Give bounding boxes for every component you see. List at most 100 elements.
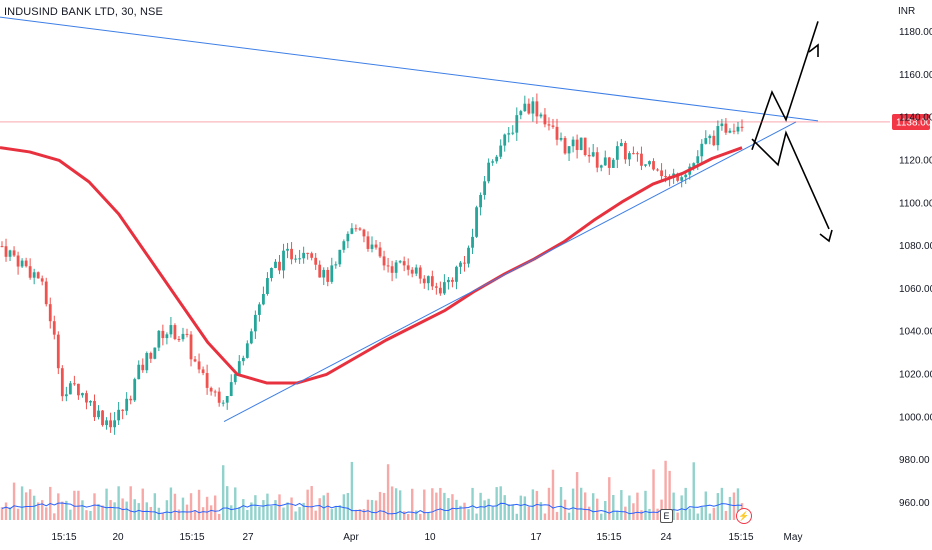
candle-body — [286, 248, 289, 251]
volume-bar — [684, 487, 687, 520]
candle-body — [274, 261, 277, 268]
last-price-line: 1138.00 — [0, 113, 932, 130]
volume-bar — [664, 460, 667, 520]
volume-bar — [451, 494, 454, 520]
candle-body — [262, 293, 265, 305]
volume-bar — [197, 489, 201, 520]
volume-bar — [346, 492, 350, 520]
lower-trendline — [223, 121, 797, 423]
candle-body — [366, 236, 370, 249]
candle-body — [551, 125, 555, 127]
candle-body — [77, 383, 80, 396]
candle-body — [28, 266, 32, 278]
candle-body — [728, 130, 732, 133]
volume-bar — [330, 509, 333, 520]
candle-body — [402, 261, 406, 266]
candle-body — [245, 343, 249, 358]
candle-body — [225, 396, 229, 403]
candle-body — [736, 126, 740, 132]
candle-body — [193, 359, 197, 362]
candle-body — [153, 347, 157, 359]
volume-bar — [724, 510, 728, 520]
volume-bar — [41, 500, 44, 520]
candle-body — [680, 177, 684, 181]
volume-bar — [604, 500, 607, 520]
candle-body — [487, 162, 491, 182]
flash-icon[interactable]: ⚡ — [736, 508, 752, 524]
candle-body — [177, 339, 181, 341]
volume-bar — [193, 510, 197, 520]
candle-body — [732, 130, 736, 132]
volume-bar — [274, 500, 277, 520]
volume-bar — [527, 506, 531, 520]
candle-body — [266, 278, 269, 294]
price-tag-label: 1138.00 — [896, 117, 932, 128]
volume-bar — [53, 513, 56, 520]
volume-average-polyline — [1, 502, 743, 515]
volume-bars — [0, 460, 744, 520]
volume-bar — [286, 502, 289, 520]
y-tick-label: 1100.00 — [899, 198, 932, 209]
candle-body — [169, 325, 173, 335]
x-tick-label: 15:15 — [596, 532, 621, 543]
volume-bar — [507, 504, 510, 520]
candle-body — [455, 266, 458, 282]
volume-bar — [628, 495, 631, 520]
y-tick-label: 1040.00 — [899, 327, 932, 338]
candle-body — [302, 252, 306, 259]
ma-polyline — [0, 146, 743, 385]
volume-bar — [447, 498, 450, 520]
volume-bar — [708, 513, 712, 520]
y-tick-label: 1140.00 — [899, 113, 932, 124]
candle-body — [4, 246, 8, 257]
candle-body — [342, 241, 346, 250]
volume-bar — [278, 494, 281, 520]
candle-body — [101, 410, 104, 426]
volume-bar — [129, 486, 132, 520]
candle-body — [173, 325, 177, 340]
y-tick-label: 1160.00 — [899, 70, 932, 81]
volume-bar — [366, 499, 370, 520]
volume-bar — [334, 507, 338, 520]
volume-bar — [676, 512, 679, 520]
moving-average-line — [0, 146, 743, 385]
time-axis[interactable]: 15:15 20 15:15 27 Apr 10 17 15:15 24 15:15 May — [51, 532, 802, 543]
candle-body — [137, 364, 141, 380]
candle-body — [229, 382, 233, 397]
candle-body — [209, 387, 213, 392]
upper-trendline — [0, 16, 819, 122]
candle-body — [350, 228, 354, 234]
volume-bar — [672, 492, 675, 520]
candle-body — [511, 132, 515, 134]
volume-bar — [362, 509, 366, 520]
volume-bar — [551, 469, 555, 520]
candle-body — [523, 103, 527, 112]
x-tick-label: 17 — [530, 532, 542, 543]
volume-bar — [700, 507, 703, 520]
candle-body — [499, 145, 503, 157]
candle-body — [161, 330, 165, 339]
y-tick-label: 980.00 — [899, 455, 930, 466]
candle-body — [121, 409, 125, 411]
symbol-title[interactable]: INDUSIND BANK LTD, 30, NSE — [4, 6, 163, 18]
candle-body — [48, 304, 52, 322]
volume-bar — [382, 492, 386, 520]
volume-bar — [406, 513, 410, 520]
volume-bar — [93, 493, 96, 520]
candle-body — [704, 138, 708, 144]
candle-body — [310, 253, 314, 258]
candle-body — [125, 398, 129, 411]
volume-bar — [475, 513, 478, 520]
volume-bar — [531, 489, 535, 520]
volume-bar — [282, 507, 285, 520]
x-tick-label: 24 — [660, 532, 672, 543]
candle-body — [619, 142, 623, 147]
price-axis[interactable]: 960.00 980.00 1000.00 1020.00 1040.00 1060.00… — [899, 27, 932, 509]
candle-body — [129, 398, 133, 401]
volume-bar — [712, 507, 716, 520]
earnings-badge-icon[interactable]: E — [660, 509, 673, 523]
volume-bar — [0, 507, 4, 520]
x-tick-label: May — [784, 532, 803, 543]
volume-bar — [427, 512, 430, 520]
